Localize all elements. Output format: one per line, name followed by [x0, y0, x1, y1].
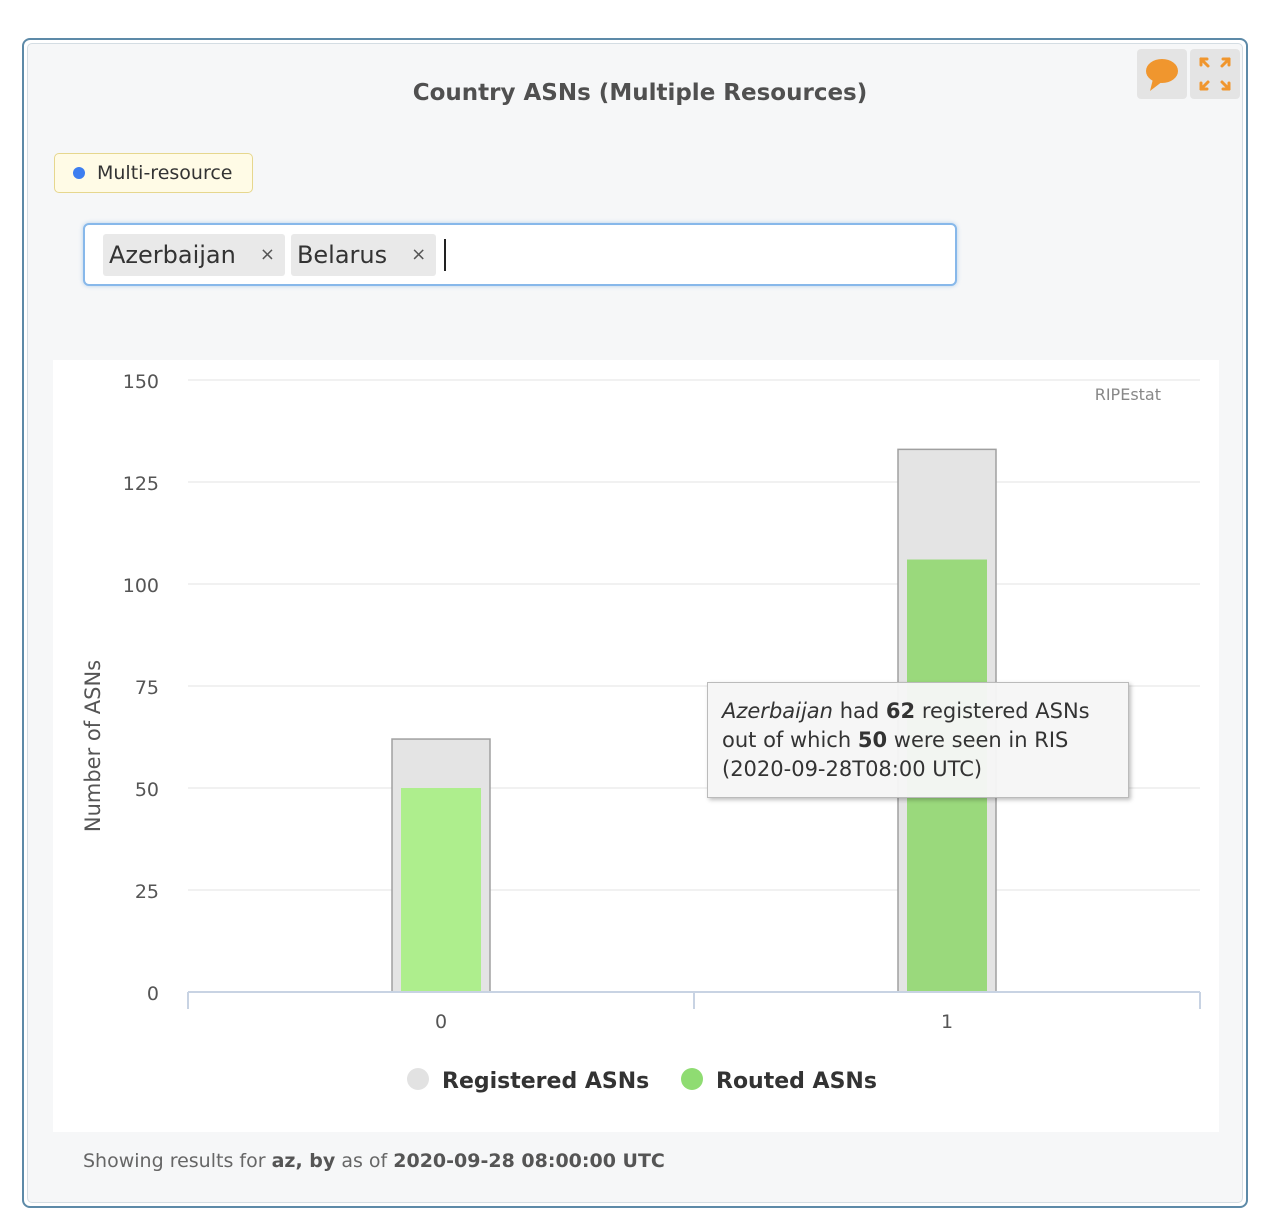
remove-tag-icon[interactable]: ×	[259, 244, 275, 265]
asn-bar-chart: 0 25 50 75 100 125 150 0 1 Number of ASNs RIPEs…	[81, 371, 1201, 1094]
y-tick-label: 125	[123, 473, 159, 495]
speech-bubble-icon	[1146, 59, 1178, 91]
x-tick-label: 0	[435, 1011, 447, 1033]
tooltip-line-2: out of which 50 were seen in RIS	[722, 726, 1128, 755]
widget-title: Country ASNs (Multiple Resources)	[412, 80, 868, 106]
multi-resource-label: Multi-resource	[97, 162, 233, 184]
footer-resources: az, by	[271, 1150, 336, 1172]
y-tick-label: 100	[123, 575, 159, 597]
y-tick-label: 0	[147, 983, 159, 1005]
y-axis-label: Number of ASNs	[81, 660, 105, 832]
footer-datetime: 2020-09-28 08:00:00 UTC	[393, 1150, 665, 1172]
y-tick-label: 75	[135, 677, 159, 699]
chart-tooltip: Azerbaijan had 62 registered ASNs out of…	[707, 682, 1129, 798]
tooltip-line-1: Azerbaijan had 62 registered ASNs	[722, 697, 1128, 726]
legend-label: Routed ASNs	[716, 1069, 877, 1094]
tooltip-text-had: had	[839, 699, 880, 723]
remove-tag-icon[interactable]: ×	[411, 244, 427, 265]
resource-tag-label: Azerbaijan	[109, 240, 236, 269]
status-dot-icon	[73, 167, 85, 179]
footer-middle: as of	[341, 1150, 388, 1172]
x-tick-label: 1	[941, 1011, 953, 1033]
footer-prefix: Showing results for	[83, 1150, 266, 1172]
resource-tag: Belarus ×	[290, 233, 437, 276]
tooltip-text-out-of: out of which	[722, 728, 852, 752]
fullscreen-button[interactable]	[1190, 49, 1240, 99]
tooltip-timestamp: (2020-09-28T08:00 UTC)	[722, 757, 983, 781]
y-tick-label: 150	[123, 371, 159, 393]
resource-tag-input[interactable]: Azerbaijan × Belarus ×	[83, 223, 957, 286]
tooltip-routed-count: 50	[857, 728, 888, 752]
legend-marker-icon	[681, 1068, 703, 1090]
legend-marker-icon	[407, 1068, 429, 1090]
tooltip-country: Azerbaijan	[722, 699, 833, 723]
legend-label: Registered ASNs	[442, 1069, 649, 1094]
tooltip-registered-count: 62	[885, 699, 916, 723]
results-footer: Showing results for az, by as of 2020-09…	[83, 1150, 665, 1172]
chart-container: 0 25 50 75 100 125 150 0 1 Number of ASNs RIPEs…	[53, 360, 1219, 1132]
text-cursor	[444, 238, 447, 271]
multi-resource-chip[interactable]: Multi-resource	[54, 153, 254, 193]
legend-item[interactable]: Routed ASNs	[681, 1068, 877, 1094]
legend-item[interactable]: Registered ASNs	[407, 1068, 649, 1094]
resource-tag-label: Belarus	[296, 240, 388, 269]
y-tick-label: 25	[135, 881, 159, 903]
y-tick-label: 50	[135, 779, 159, 801]
chart-credit[interactable]: RIPEstat	[1095, 385, 1161, 404]
resource-tag: Azerbaijan ×	[103, 233, 285, 276]
tooltip-text-registered: registered ASNs	[921, 699, 1090, 723]
tooltip-text-seen: were seen in RIS	[893, 728, 1069, 752]
feedback-button[interactable]	[1137, 49, 1187, 99]
expand-arrows-icon	[1199, 57, 1231, 91]
routed-asns-bar[interactable]	[401, 788, 481, 992]
